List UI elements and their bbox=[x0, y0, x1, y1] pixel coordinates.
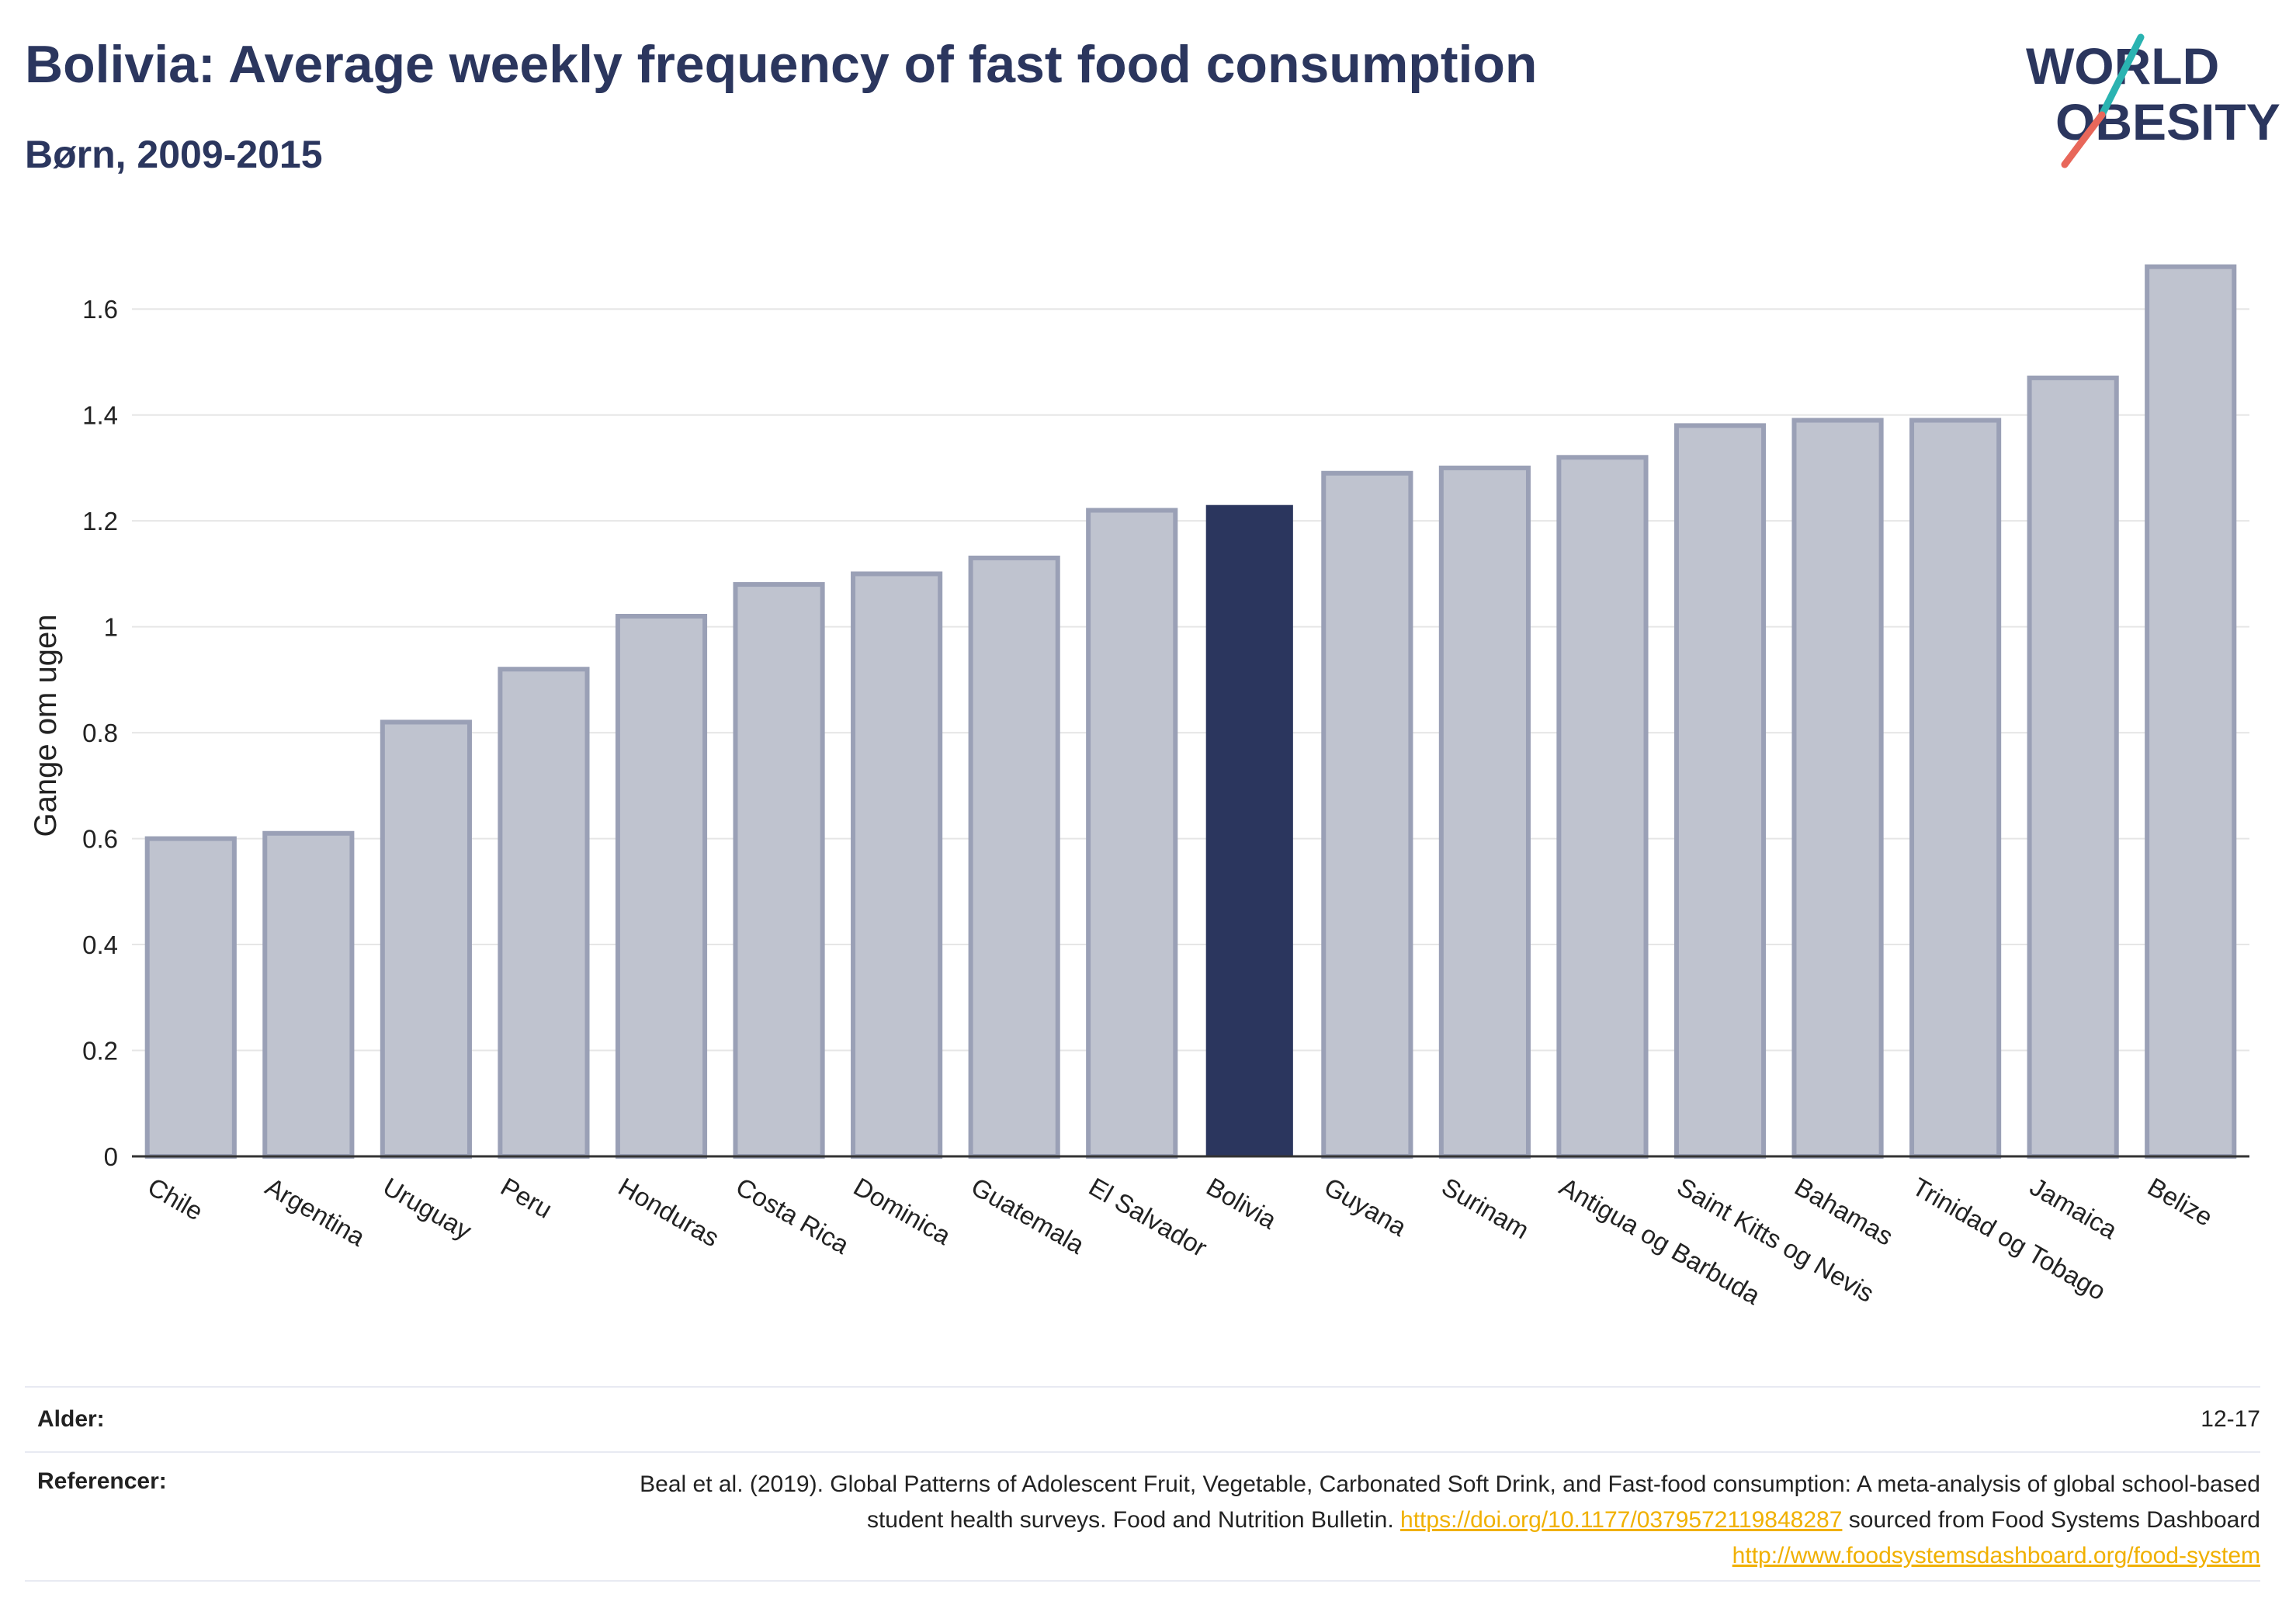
x-tick-label: Antigua og Barbuda bbox=[1555, 1172, 1766, 1310]
chart-subtitle: Børn, 2009-2015 bbox=[25, 133, 323, 176]
bar-guatemala[interactable] bbox=[968, 555, 1060, 1159]
chart-title: Bolivia: Average weekly frequency of fas… bbox=[25, 35, 1538, 94]
age-row: Alder: 12-17 bbox=[25, 1406, 2260, 1445]
x-tick-label: Uruguay bbox=[378, 1172, 477, 1246]
x-tick-label: Guatemala bbox=[966, 1172, 1090, 1260]
footer-divider-bottom bbox=[25, 1580, 2260, 1582]
y-axis-title: Gange om ugen bbox=[29, 615, 63, 837]
x-tick-label: Trinidad og Tobago bbox=[1908, 1172, 2111, 1305]
y-tick-label: 0.4 bbox=[82, 931, 118, 959]
bar-belize[interactable] bbox=[2145, 264, 2237, 1159]
bar-surinam[interactable] bbox=[1438, 465, 1531, 1159]
x-tick-label: Saint Kitts og Nevis bbox=[1673, 1172, 1879, 1308]
y-tick-label: 1.4 bbox=[82, 401, 118, 430]
food-systems-dashboard-link[interactable]: http://www.foodsystemsdashboard.org/food… bbox=[1732, 1543, 2260, 1568]
x-tick-label: Bahamas bbox=[1790, 1172, 1898, 1251]
doi-link[interactable]: https://doi.org/10.1177/0379572119848287 bbox=[1400, 1507, 1843, 1533]
bar-antigua-og-barbuda[interactable] bbox=[1556, 455, 1649, 1159]
y-tick-label: 1 bbox=[104, 613, 118, 642]
references-row: Referencer: Beal et al. (2019). Global P… bbox=[25, 1467, 2260, 1575]
x-tick-label: Peru bbox=[496, 1172, 557, 1224]
age-value: 12-17 bbox=[2201, 1406, 2260, 1432]
bar-chile[interactable] bbox=[144, 836, 237, 1159]
bar-dominica[interactable] bbox=[851, 571, 943, 1159]
logo-slash-teal bbox=[2098, 33, 2145, 119]
bar-peru[interactable] bbox=[498, 667, 590, 1159]
x-tick-label: Argentina bbox=[261, 1172, 370, 1252]
bar-uruguay[interactable] bbox=[380, 719, 472, 1159]
world-obesity-logo: WORLD OBESITY bbox=[2026, 33, 2280, 168]
bar-argentina[interactable] bbox=[262, 830, 355, 1159]
x-tick-label: Jamaica bbox=[2025, 1172, 2122, 1245]
bar-bolivia[interactable] bbox=[1205, 504, 1293, 1156]
y-tick-label: 0 bbox=[104, 1142, 118, 1171]
y-tick-label: 0.2 bbox=[82, 1037, 118, 1066]
x-tick-label: Bolivia bbox=[1202, 1172, 1282, 1235]
x-tick-label: Costa Rica bbox=[731, 1172, 855, 1260]
x-tick-label: El Salvador bbox=[1084, 1172, 1212, 1262]
bar-jamaica[interactable] bbox=[2027, 375, 2119, 1159]
bar-guyana[interactable] bbox=[1321, 470, 1413, 1159]
bar-trinidad-og-tobago[interactable] bbox=[1909, 418, 2002, 1159]
bar-costa-rica[interactable] bbox=[733, 582, 825, 1159]
grid-lines bbox=[132, 308, 2249, 1052]
x-tick-label: Surinam bbox=[1437, 1172, 1534, 1244]
x-tick-label: Belize bbox=[2143, 1172, 2218, 1232]
reference-source: sourced from Food Systems Dashboard bbox=[1848, 1507, 2260, 1533]
x-tick-label: Honduras bbox=[614, 1172, 724, 1253]
y-tick-label: 1.2 bbox=[82, 507, 118, 535]
reference-citation: Beal et al. (2019). Global Patterns of A… bbox=[640, 1471, 2260, 1533]
x-tick-label: Chile bbox=[143, 1172, 208, 1226]
x-tick-label: Dominica bbox=[849, 1172, 956, 1250]
references-text: Beal et al. (2019). Global Patterns of A… bbox=[584, 1467, 2260, 1574]
bar-el-salvador[interactable] bbox=[1086, 508, 1178, 1159]
y-tick-label: 1.6 bbox=[82, 295, 118, 324]
bar-honduras[interactable] bbox=[615, 614, 708, 1159]
x-tick-label: Guyana bbox=[1320, 1172, 1412, 1242]
y-tick-label: 0.8 bbox=[82, 719, 118, 747]
bars bbox=[144, 264, 2237, 1159]
footer-divider-top bbox=[25, 1386, 2260, 1388]
footer-divider-middle bbox=[25, 1451, 2260, 1453]
bar-saint-kitts-og-nevis[interactable] bbox=[1673, 423, 1767, 1159]
y-tick-label: 0.6 bbox=[82, 825, 118, 854]
bar-bahamas[interactable] bbox=[1791, 418, 1884, 1159]
logo-slash-red bbox=[2061, 111, 2106, 168]
references-label: Referencer: bbox=[37, 1468, 167, 1494]
age-label: Alder: bbox=[37, 1406, 105, 1432]
bar-chart: 0 0.2 0.4 0.6 0.8 1 1.2 1.4 1.6 Chile Argentina Uru… bbox=[29, 264, 2249, 1310]
